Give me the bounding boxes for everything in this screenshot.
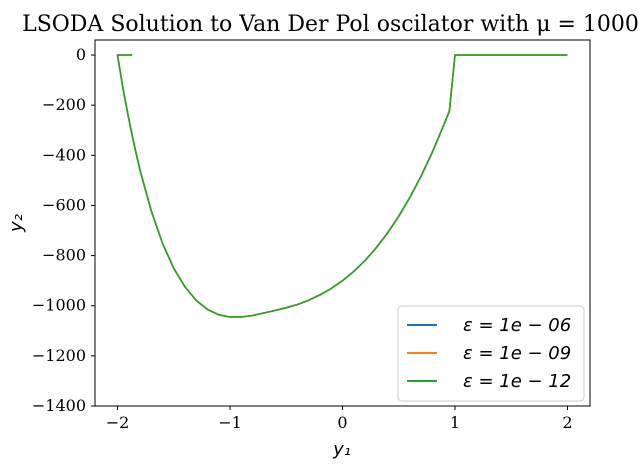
series-line-2 xyxy=(116,54,568,318)
legend-label-1: ε = 1e − 06 xyxy=(463,315,571,336)
chart-title: LSODA Solution to Van Der Pol oscilator … xyxy=(22,12,638,37)
legend: ε = 1e − 06 ε = 1e − 09 ε = 1e − 12 xyxy=(397,305,585,402)
legend-label-3: ε = 1e − 12 xyxy=(463,371,571,392)
x-axis: −2 −1 0 1 2 xyxy=(106,406,573,432)
x-tick-label: 0 xyxy=(337,413,347,432)
x-tick-label: −2 xyxy=(106,413,130,432)
y-tick-label: −1000 xyxy=(32,296,86,315)
y-axis: 0 −200 −400 −600 −800 −1000 −1200 −1400 xyxy=(32,45,95,415)
x-tick-label: −1 xyxy=(218,413,242,432)
x-axis-label: y₁ xyxy=(332,439,351,460)
x-tick-label: 1 xyxy=(450,413,460,432)
y-tick-label: −800 xyxy=(42,246,86,265)
y-tick-label: −200 xyxy=(42,95,86,114)
y-tick-label: 0 xyxy=(76,45,86,64)
y-tick-label: −600 xyxy=(42,195,86,214)
legend-label-2: ε = 1e − 09 xyxy=(463,343,571,364)
series-layer xyxy=(116,54,568,318)
y-axis-label: y₂ xyxy=(6,214,27,233)
legend-box xyxy=(397,305,585,402)
x-tick-label: 2 xyxy=(562,413,572,432)
y-tick-label: −1400 xyxy=(32,396,86,415)
series-line-3 xyxy=(116,54,568,318)
y-tick-label: −400 xyxy=(42,145,86,164)
y-tick-label: −1200 xyxy=(32,346,86,365)
series-line-1 xyxy=(116,54,568,318)
